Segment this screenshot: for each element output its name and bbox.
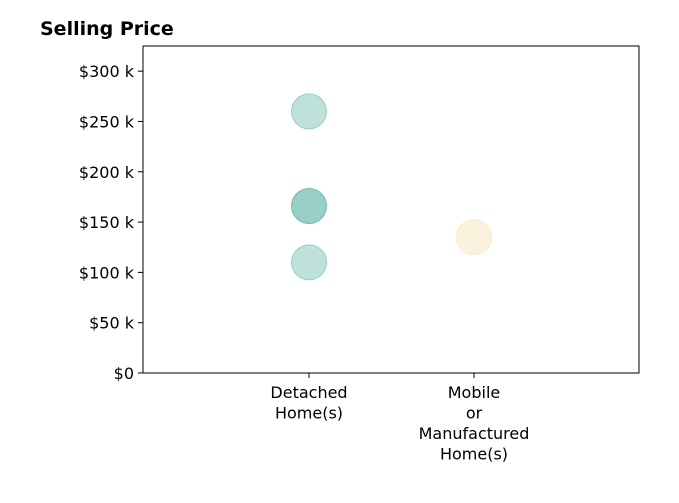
y-tick-label: $100 k [79,263,135,282]
x-tick-label: Manufactured [419,424,530,443]
data-point [291,244,327,281]
x-tick-label: Home(s) [440,445,508,464]
y-tick-label: $150 k [79,213,135,232]
plot-frame [142,45,640,374]
y-tick-label: $50 k [89,314,135,333]
y-tick-label: $300 k [79,62,135,81]
y-tick-label: $200 k [79,163,135,182]
x-tick-label: Mobile [448,383,500,402]
x-tick-label: Home(s) [275,404,343,423]
y-tick-label: $250 k [79,112,135,131]
data-points [291,93,492,281]
chart-title: Selling Price [40,18,174,40]
data-point [456,219,492,256]
x-tick-label: Detached [270,383,347,402]
y-axis: $0 $50 k $100 k $150 k $200 k $250 k $300 k [79,62,143,383]
data-point [291,187,327,224]
data-point [291,93,327,130]
y-tick-label: $0 [114,364,134,383]
x-tick-label: or [466,404,483,423]
